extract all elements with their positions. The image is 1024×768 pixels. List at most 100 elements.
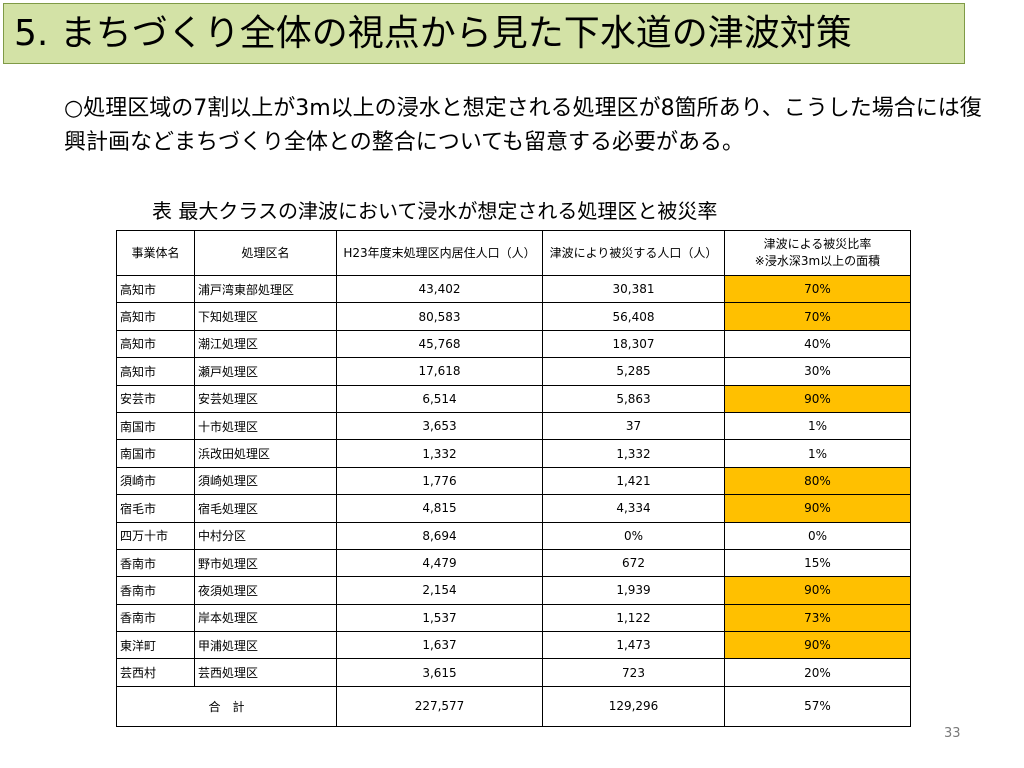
cell-district: 浜改田処理区	[194, 439, 337, 468]
table-caption: 表 最大クラスの津波において浸水が想定される処理区と被災率	[152, 199, 718, 223]
cell-rate: 90%	[724, 384, 911, 413]
cell-affected: 723	[542, 658, 725, 687]
cell-entity: 香南市	[116, 603, 195, 633]
cell-population: 1,332	[336, 439, 543, 468]
cell-entity: 須崎市	[116, 466, 195, 496]
cell-rate: 20%	[724, 658, 911, 687]
cell-district: 野市処理区	[194, 548, 337, 578]
table-row: 安芸市 安芸処理区 6,514 5,863 90%	[116, 384, 911, 413]
cell-entity: 高知市	[116, 274, 195, 304]
cell-rate: 1%	[724, 439, 911, 468]
cell-affected: 4,334	[542, 494, 725, 523]
header-rate-line2: ※浸水深3m以上の面積	[754, 254, 881, 268]
total-label: 合 計	[116, 685, 337, 727]
cell-affected: 0%	[542, 521, 725, 550]
cell-affected: 5,285	[542, 357, 725, 386]
table-row: 香南市 岸本処理区 1,537 1,122 73%	[116, 603, 911, 633]
cell-rate: 70%	[724, 302, 911, 331]
cell-rate: 90%	[724, 494, 911, 523]
cell-population: 43,402	[336, 274, 543, 304]
cell-entity: 南国市	[116, 439, 195, 468]
slide-title: 5. まちづくり全体の視点から見た下水道の津波対策	[14, 13, 852, 54]
tsunami-damage-table: 事業体名 処理区名 H23年度末処理区内居住人口（人） 津波により被災する人口（…	[116, 230, 911, 727]
cell-district: 安芸処理区	[194, 384, 337, 413]
table-row: 東洋町 甲浦処理区 1,637 1,473 90%	[116, 631, 911, 660]
cell-population: 45,768	[336, 329, 543, 359]
cell-entity: 香南市	[116, 548, 195, 578]
title-bar: 5. まちづくり全体の視点から見た下水道の津波対策	[3, 3, 965, 64]
intro-text: ○処理区域の7割以上が3m以上の浸水と想定される処理区が8箇所あり、こうした場合…	[64, 96, 982, 155]
cell-population: 1,537	[336, 603, 543, 633]
cell-population: 1,637	[336, 631, 543, 660]
cell-entity: 高知市	[116, 357, 195, 386]
cell-affected: 1,939	[542, 576, 725, 605]
cell-rate: 40%	[724, 329, 911, 359]
cell-district: 須崎処理区	[194, 466, 337, 496]
cell-entity: 高知市	[116, 329, 195, 359]
cell-rate: 70%	[724, 274, 911, 304]
cell-rate: 80%	[724, 466, 911, 496]
cell-entity: 芸西村	[116, 658, 195, 687]
table-row: 香南市 野市処理区 4,479 672 15%	[116, 548, 911, 578]
cell-affected: 56,408	[542, 302, 725, 331]
cell-district: 十市処理区	[194, 411, 337, 441]
table-row: 香南市 夜須処理区 2,154 1,939 90%	[116, 576, 911, 605]
table-header-row: 事業体名 処理区名 H23年度末処理区内居住人口（人） 津波により被災する人口（…	[116, 230, 911, 276]
cell-entity: 東洋町	[116, 631, 195, 660]
cell-rate: 30%	[724, 357, 911, 386]
cell-rate: 15%	[724, 548, 911, 578]
cell-rate: 90%	[724, 576, 911, 605]
header-population: H23年度末処理区内居住人口（人）	[336, 230, 543, 276]
page-number: 33	[944, 726, 961, 741]
cell-rate: 90%	[724, 631, 911, 660]
table-row: 宿毛市 宿毛処理区 4,815 4,334 90%	[116, 494, 911, 523]
table-row: 南国市 浜改田処理区 1,332 1,332 1%	[116, 439, 911, 468]
cell-district: 宿毛処理区	[194, 494, 337, 523]
cell-entity: 安芸市	[116, 384, 195, 413]
total-rate: 57%	[724, 685, 911, 727]
cell-population: 8,694	[336, 521, 543, 550]
header-district: 処理区名	[194, 230, 337, 276]
cell-entity: 香南市	[116, 576, 195, 605]
cell-rate: 1%	[724, 411, 911, 441]
cell-entity: 高知市	[116, 302, 195, 331]
table-row: 芸西村 芸西処理区 3,615 723 20%	[116, 658, 911, 687]
cell-population: 6,514	[336, 384, 543, 413]
cell-affected: 1,332	[542, 439, 725, 468]
cell-population: 3,615	[336, 658, 543, 687]
table-row: 四万十市 中村分区 8,694 0% 0%	[116, 521, 911, 550]
cell-population: 2,154	[336, 576, 543, 605]
table-row: 高知市 浦戸湾東部処理区 43,402 30,381 70%	[116, 274, 911, 304]
table-row: 高知市 瀬戸処理区 17,618 5,285 30%	[116, 357, 911, 386]
cell-rate: 73%	[724, 603, 911, 633]
total-affected: 129,296	[542, 685, 725, 727]
cell-entity: 宿毛市	[116, 494, 195, 523]
cell-affected: 1,421	[542, 466, 725, 496]
cell-population: 1,776	[336, 466, 543, 496]
cell-affected: 5,863	[542, 384, 725, 413]
cell-population: 17,618	[336, 357, 543, 386]
cell-population: 4,479	[336, 548, 543, 578]
table-row: 高知市 潮江処理区 45,768 18,307 40%	[116, 329, 911, 359]
total-population: 227,577	[336, 685, 543, 727]
header-rate-line1: 津波による被災比率	[763, 237, 872, 251]
cell-district: 中村分区	[194, 521, 337, 550]
cell-population: 4,815	[336, 494, 543, 523]
cell-entity: 南国市	[116, 411, 195, 441]
table-row: 南国市 十市処理区 3,653 37 1%	[116, 411, 911, 441]
cell-district: 瀬戸処理区	[194, 357, 337, 386]
cell-rate: 0%	[724, 521, 911, 550]
cell-district: 夜須処理区	[194, 576, 337, 605]
header-rate: 津波による被災比率 ※浸水深3m以上の面積	[724, 230, 911, 276]
table-row: 高知市 下知処理区 80,583 56,408 70%	[116, 302, 911, 331]
cell-affected: 30,381	[542, 274, 725, 304]
cell-district: 甲浦処理区	[194, 631, 337, 660]
header-affected: 津波により被災する人口（人）	[542, 230, 725, 276]
cell-affected: 1,473	[542, 631, 725, 660]
cell-affected: 672	[542, 548, 725, 578]
cell-district: 芸西処理区	[194, 658, 337, 687]
cell-affected: 37	[542, 411, 725, 441]
total-row: 合 計 227,577 129,296 57%	[116, 685, 911, 727]
table-row: 須崎市 須崎処理区 1,776 1,421 80%	[116, 466, 911, 496]
cell-population: 80,583	[336, 302, 543, 331]
